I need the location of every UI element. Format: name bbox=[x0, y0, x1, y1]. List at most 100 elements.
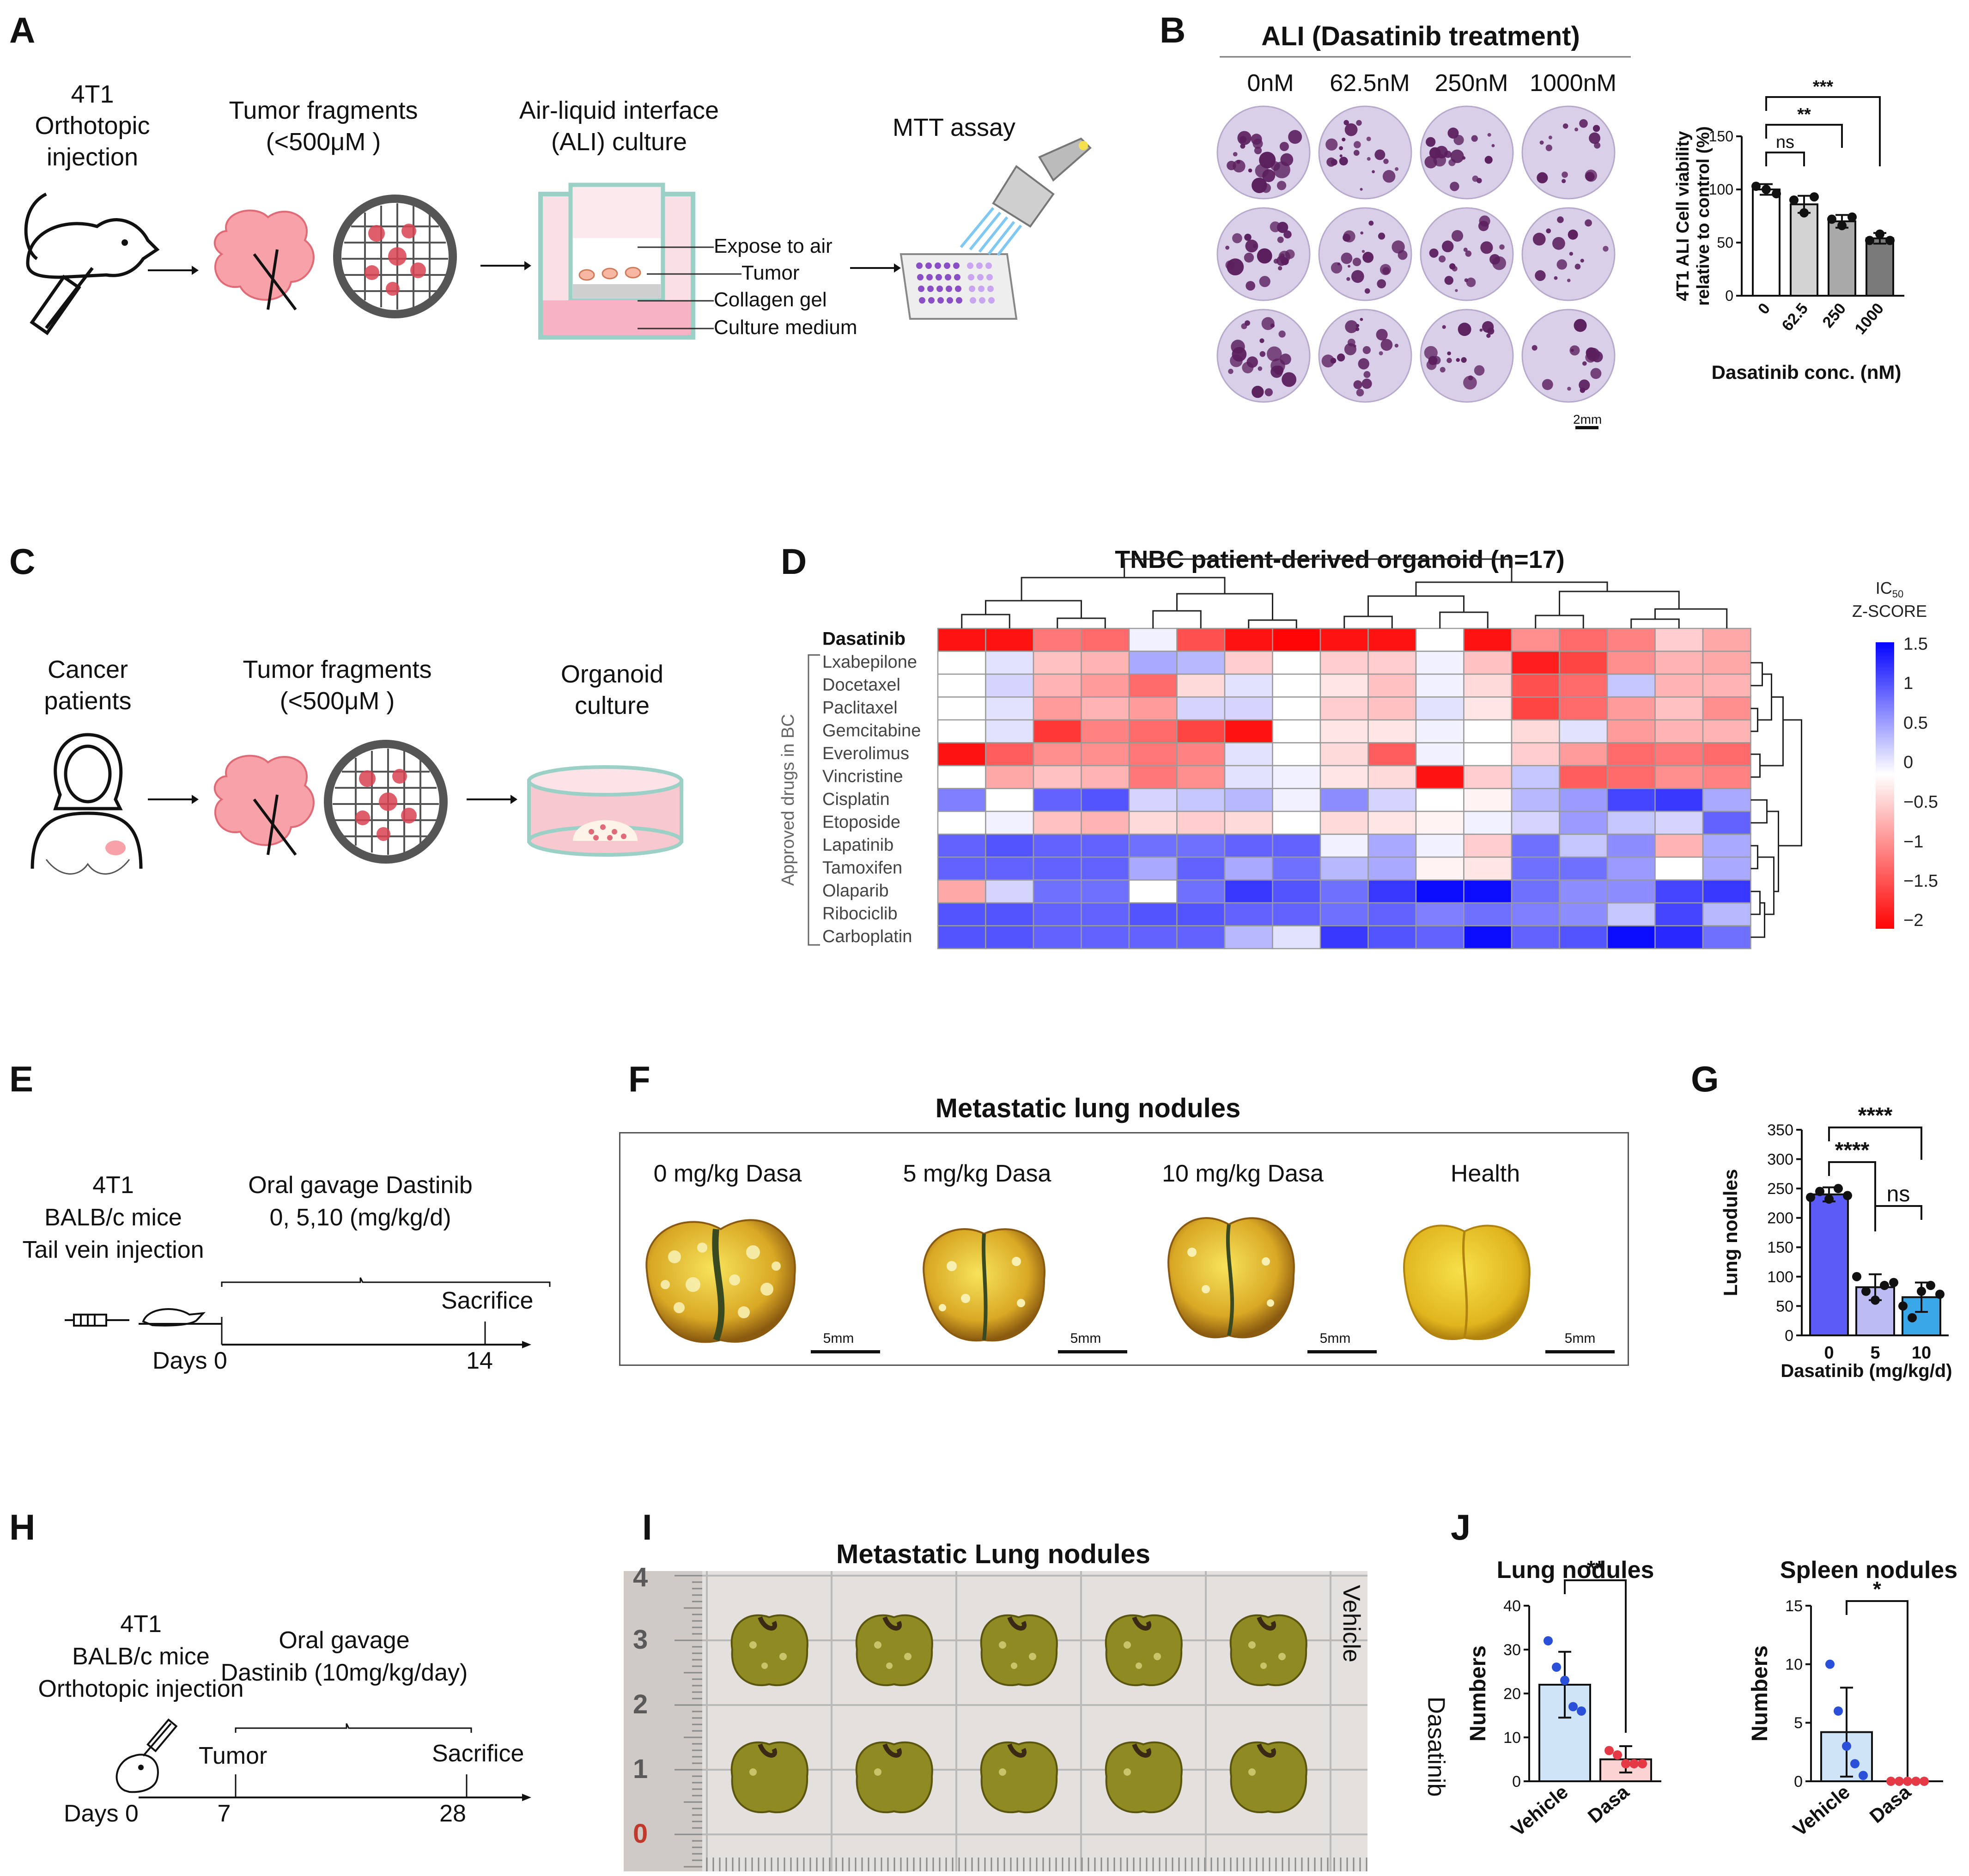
data-point bbox=[1898, 1301, 1908, 1311]
heatmap-cell bbox=[1559, 925, 1608, 950]
x-tick-label: 1000 bbox=[1851, 300, 1887, 338]
data-point bbox=[1629, 1759, 1639, 1768]
heatmap-cell bbox=[1367, 742, 1417, 767]
heatmap-row-label: Lapatinib bbox=[822, 835, 893, 855]
heatmap-cell bbox=[1367, 856, 1417, 881]
lung-specimen bbox=[1229, 1614, 1307, 1687]
heatmap-cell bbox=[1415, 696, 1465, 721]
y-axis-label: Numbers bbox=[1466, 1645, 1490, 1742]
heatmap-cell bbox=[1702, 788, 1751, 812]
heatmap-cell bbox=[1463, 765, 1513, 789]
x-tick-label: 10 bbox=[1912, 1343, 1931, 1363]
data-point bbox=[1880, 1280, 1889, 1290]
data-point bbox=[1815, 1187, 1824, 1196]
panel-label-f: F bbox=[628, 1059, 650, 1099]
panel-label-i: I bbox=[642, 1507, 652, 1547]
colorbar-tick-label: −1 bbox=[1903, 832, 1923, 852]
lung-specimen bbox=[980, 1741, 1058, 1814]
y-tick-label: 0 bbox=[1512, 1773, 1521, 1791]
chart-g: 0 50 100 150 200 250 300 350 0 5 10 **** **** ns Lung … bbox=[1720, 1103, 1952, 1381]
heatmap-cell bbox=[1033, 925, 1082, 950]
well-image bbox=[1216, 207, 1311, 301]
significance-bracket: ** bbox=[1564, 1556, 1627, 1733]
data-point bbox=[1852, 1272, 1861, 1281]
panel-label-e: E bbox=[9, 1059, 34, 1099]
lung-specimen bbox=[730, 1614, 808, 1687]
h-day-mid: 7 bbox=[217, 1800, 231, 1827]
f-scale-label-1: 5mm bbox=[1070, 1331, 1101, 1346]
heatmap-cell bbox=[1033, 788, 1082, 812]
heatmap-cell bbox=[1511, 696, 1560, 721]
heatmap-cell bbox=[1033, 902, 1082, 926]
data-point bbox=[1837, 221, 1847, 231]
heatmap-row-label: Ribociclib bbox=[822, 904, 898, 924]
x-tick-label: 250 bbox=[1819, 300, 1850, 331]
heatmap-cell bbox=[985, 627, 1034, 652]
heatmap-cell bbox=[1224, 834, 1273, 858]
heatmap-cell bbox=[1033, 673, 1082, 698]
heatmap-cell bbox=[1606, 742, 1656, 767]
i-ruler-4: 4 bbox=[633, 1562, 648, 1592]
well-image bbox=[1216, 309, 1311, 403]
y-tick-label: 150 bbox=[1767, 1239, 1793, 1256]
heatmap-cell bbox=[1415, 742, 1465, 767]
heatmap-cell bbox=[985, 856, 1034, 881]
a-step1-text: 4T1 Orthotopic injection bbox=[35, 80, 150, 171]
heatmap-cell bbox=[1463, 925, 1513, 950]
heatmap-cell bbox=[1367, 673, 1417, 698]
heatmap-cell bbox=[1176, 696, 1226, 721]
heatmap-row-label: Gemcitabine bbox=[822, 721, 921, 741]
heatmap-cell bbox=[1606, 834, 1656, 858]
data-point bbox=[1895, 1777, 1904, 1786]
heatmap-cell bbox=[1272, 925, 1321, 950]
heatmap-cell bbox=[1654, 834, 1704, 858]
heatmap-cell bbox=[1272, 673, 1321, 698]
y-tick-label: 150 bbox=[1709, 128, 1733, 145]
heatmap-cell bbox=[1128, 879, 1178, 904]
b-title: ALI (Dasatinib treatment) bbox=[1261, 21, 1580, 51]
heatmap-row-label: Olaparib bbox=[822, 881, 889, 901]
heatmap-cell bbox=[1176, 788, 1226, 812]
heatmap-cell bbox=[1176, 765, 1226, 789]
a-step2-text: Tumor fragments (<500μM ) bbox=[229, 97, 418, 156]
heatmap-cell bbox=[1559, 742, 1608, 767]
y-axis-label: 4T1 ALI Cell viability bbox=[1673, 131, 1693, 301]
heatmap-cell bbox=[1272, 834, 1321, 858]
ali-culture-well bbox=[538, 183, 695, 340]
lung-10mg bbox=[1167, 1217, 1295, 1339]
heatmap-cell bbox=[1511, 834, 1560, 858]
heatmap-cell bbox=[1176, 627, 1226, 652]
heatmap-cell bbox=[1224, 810, 1273, 835]
y-tick-label: 100 bbox=[1767, 1268, 1793, 1286]
y-axis-label: Lung nodules bbox=[1720, 1169, 1741, 1296]
heatmap-cell bbox=[1319, 696, 1369, 721]
heatmap-cell bbox=[1033, 856, 1082, 881]
label-culture-medium: Culture medium bbox=[714, 316, 857, 339]
arrow-icon bbox=[850, 263, 901, 273]
heatmap-cell bbox=[1654, 810, 1704, 835]
heatmap-cell bbox=[1128, 627, 1178, 652]
data-point bbox=[1885, 236, 1895, 245]
heatmap-cell bbox=[1511, 856, 1560, 881]
e-line2-text: Oral gavage Dastinib 0, 5,10 (mg/kg/d) bbox=[248, 1172, 473, 1231]
heatmap-cell bbox=[1176, 902, 1226, 926]
a-step4-text: MTT assay bbox=[892, 114, 1016, 141]
heatmap-row-label: Cisplatin bbox=[822, 790, 890, 809]
arrow-icon bbox=[148, 266, 199, 275]
heatmap-cell bbox=[1559, 856, 1608, 881]
heatmap-cell bbox=[1272, 742, 1321, 767]
y-tick-label: 0 bbox=[1785, 1327, 1793, 1345]
heatmap-cell bbox=[1128, 673, 1178, 698]
heatmap-cell bbox=[1511, 673, 1560, 698]
heatmap-cell bbox=[1463, 719, 1513, 743]
heatmap-cell bbox=[1654, 627, 1704, 652]
label-expose-to-air: Expose to air bbox=[714, 235, 833, 257]
heatmap-cell bbox=[1081, 925, 1130, 950]
heatmap-cell bbox=[1224, 902, 1273, 926]
significance-bracket: **** bbox=[1828, 1103, 1922, 1160]
heatmap-cell bbox=[1606, 696, 1656, 721]
heatmap-cell bbox=[937, 651, 986, 675]
data-point bbox=[1889, 1278, 1898, 1287]
heatmap-cell bbox=[985, 765, 1034, 789]
heatmap-cell bbox=[1559, 788, 1608, 812]
